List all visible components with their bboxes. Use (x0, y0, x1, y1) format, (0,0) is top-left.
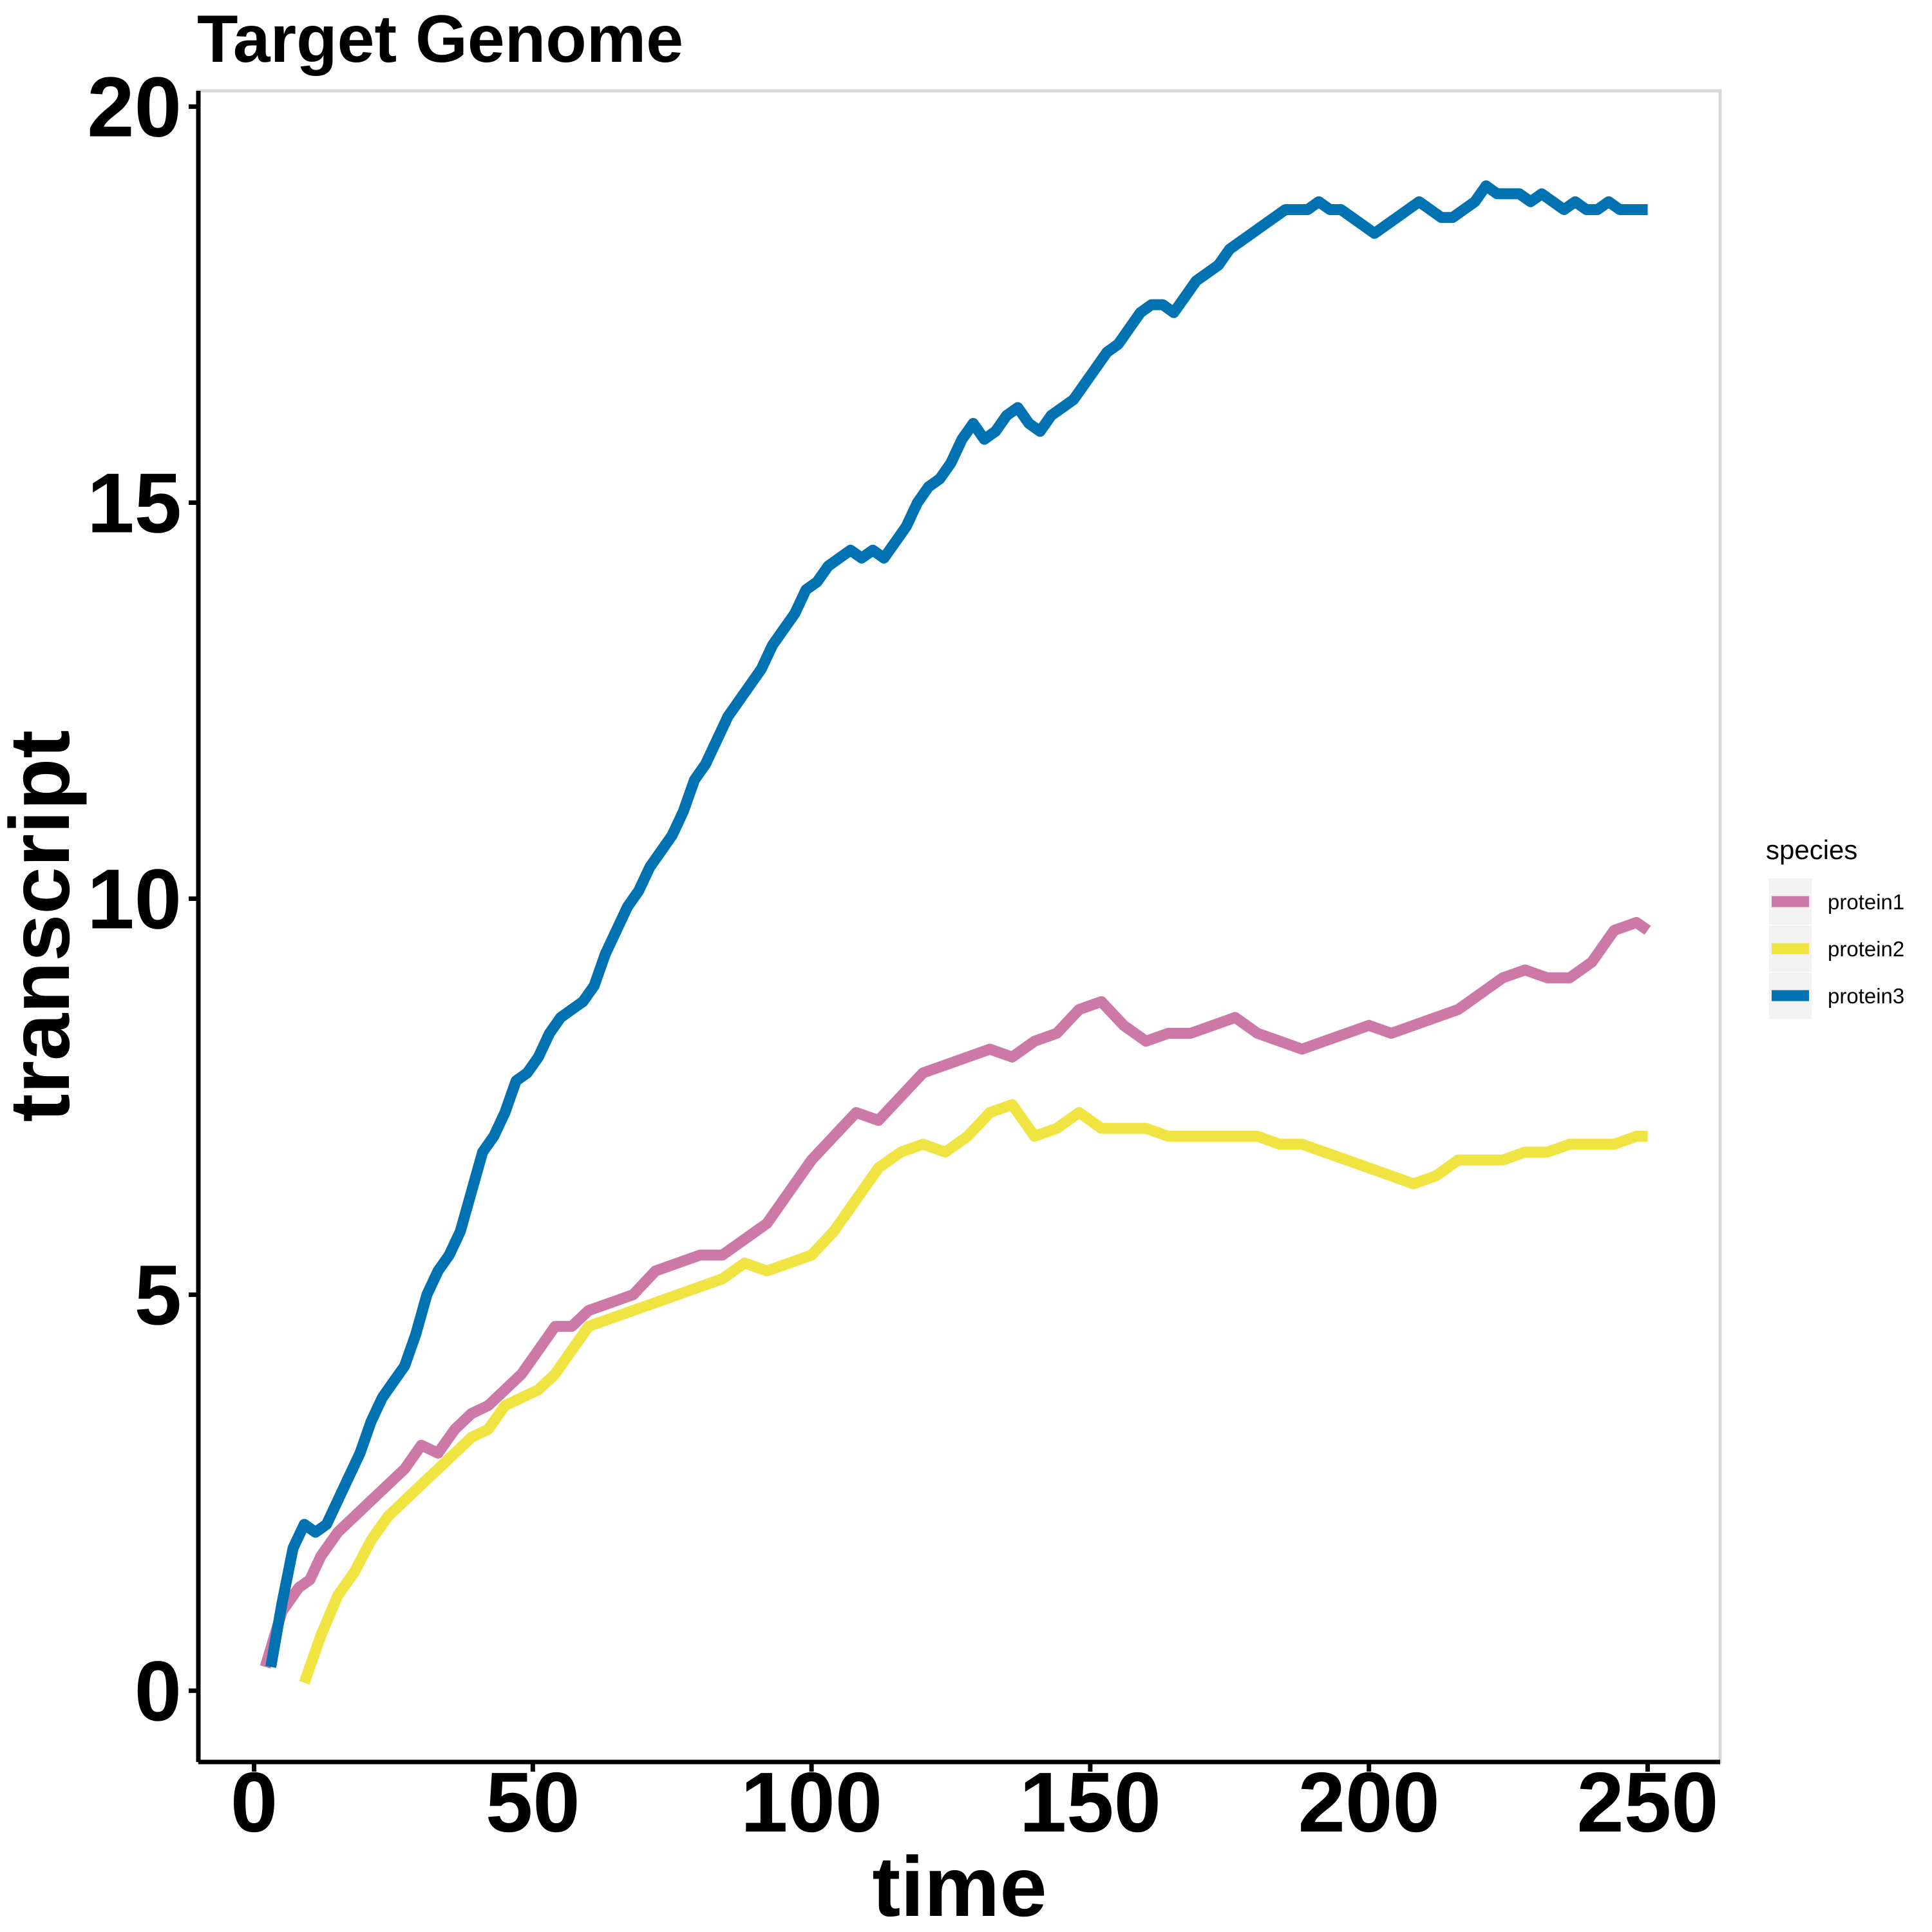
y-tick-label: 0 (135, 1643, 182, 1738)
legend-label: protein3 (1828, 984, 1904, 1008)
y-tick-label: 10 (87, 851, 182, 946)
y-tick-label: 15 (87, 456, 182, 551)
legend-label: protein1 (1828, 890, 1904, 914)
chart-title: Target Genome (197, 2, 683, 77)
x-axis-title: time (872, 1839, 1046, 1932)
y-axis-title: transcript (0, 730, 87, 1122)
x-tick-label: 0 (231, 1755, 278, 1850)
y-axis-ticks: 0 5 10 15 20 (87, 60, 198, 1738)
x-tick-label: 200 (1298, 1755, 1440, 1850)
series-line-protein1 (260, 916, 1651, 1669)
y-tick-label: 5 (135, 1247, 182, 1342)
series-line-protein3 (265, 180, 1648, 1668)
x-tick-label: 100 (741, 1755, 882, 1850)
x-tick-label: 50 (486, 1755, 580, 1850)
legend: species protein1 protein2 protein3 (1766, 835, 1904, 1019)
series-line-protein2 (299, 1099, 1648, 1685)
x-tick-label: 150 (1019, 1755, 1161, 1850)
x-tick-label: 250 (1577, 1755, 1718, 1850)
x-axis-ticks: 0 50 100 150 200 250 (231, 1755, 1719, 1850)
legend-title: species (1766, 835, 1857, 865)
y-tick-label: 20 (87, 60, 182, 155)
legend-label: protein2 (1828, 937, 1904, 961)
series-layer (260, 180, 1651, 1685)
